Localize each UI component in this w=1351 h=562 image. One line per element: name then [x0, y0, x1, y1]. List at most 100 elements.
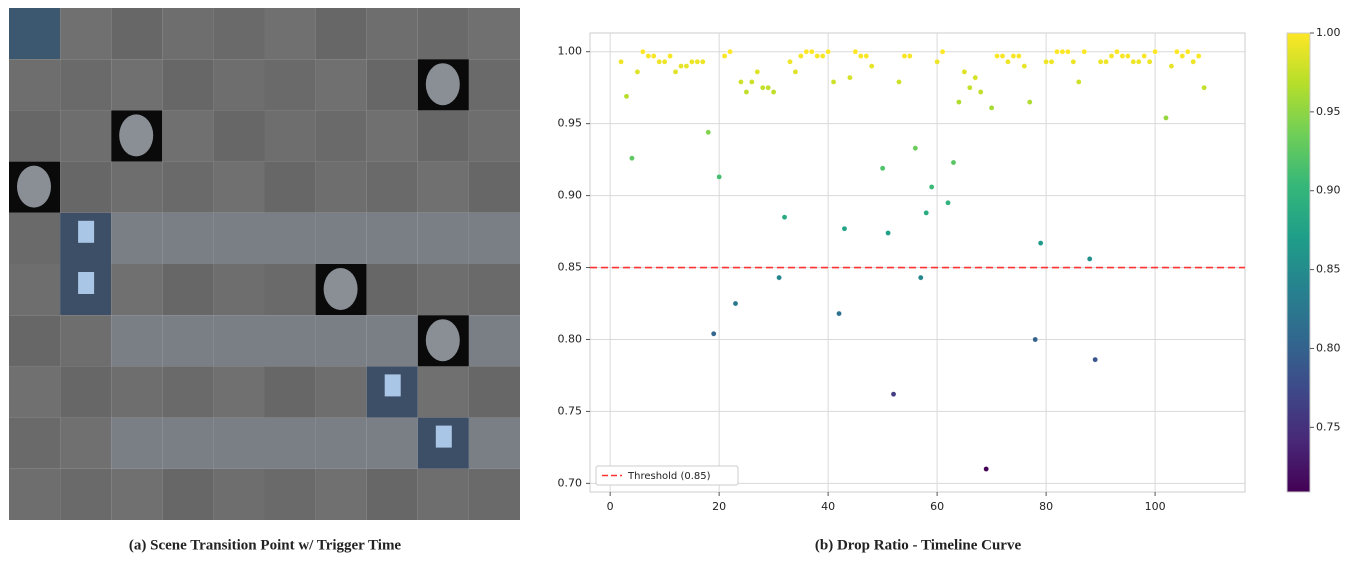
point	[689, 58, 695, 65]
frame-tile	[213, 212, 265, 264]
x-tick-label: 100	[1145, 500, 1166, 513]
point	[1184, 48, 1191, 55]
frame-tile	[366, 8, 418, 60]
frame-tile	[9, 59, 61, 111]
frame-tile	[315, 59, 367, 111]
frame-screen	[384, 374, 401, 397]
point	[1081, 48, 1088, 55]
frame-tile	[111, 59, 163, 111]
frame-tile	[60, 468, 112, 520]
frame-tile	[264, 264, 316, 316]
colorbar	[1286, 32, 1311, 493]
frame-tile	[315, 212, 367, 264]
point	[1010, 53, 1017, 59]
frame-tile	[264, 161, 316, 213]
colorbar-tick-label: 1.00	[1316, 26, 1341, 39]
frame-tile	[9, 110, 61, 162]
frame-tile	[60, 110, 112, 162]
frame-tile	[468, 417, 520, 469]
frame-tile	[162, 366, 214, 418]
frame-tile	[111, 315, 163, 367]
y-tick-label: 1.00	[558, 45, 583, 58]
frame-tile	[162, 212, 214, 264]
frame-tile	[213, 161, 265, 213]
point	[1021, 63, 1028, 69]
frame-tile	[213, 315, 265, 367]
point	[1059, 48, 1066, 55]
point	[716, 174, 722, 180]
frame-tile	[468, 59, 520, 111]
point	[1125, 53, 1131, 59]
point	[841, 225, 848, 232]
point	[672, 69, 679, 75]
point	[1119, 53, 1126, 59]
point	[1092, 356, 1098, 363]
frame-tile	[468, 212, 520, 264]
point	[721, 53, 728, 59]
frame-globe	[17, 165, 51, 208]
frame-tile	[264, 468, 316, 520]
point	[1108, 53, 1115, 59]
frame-tile	[111, 366, 163, 418]
point	[645, 53, 652, 59]
frame-tile	[366, 59, 418, 111]
frame-tile	[366, 212, 418, 264]
point	[988, 105, 995, 111]
point	[732, 300, 739, 307]
point	[765, 84, 771, 91]
point	[896, 79, 902, 85]
point	[770, 89, 777, 95]
point	[1146, 58, 1153, 65]
y-tick-label: 0.80	[558, 332, 583, 345]
frame-tile	[9, 315, 61, 367]
frame-tile	[162, 59, 214, 111]
frame-tile	[264, 212, 316, 264]
point	[907, 53, 913, 59]
point	[814, 53, 821, 59]
point	[956, 99, 962, 105]
frame-tile	[468, 366, 520, 418]
frame-tile	[417, 366, 469, 418]
frame-tile	[9, 417, 61, 469]
frame-globe	[119, 114, 154, 157]
frame-tile	[111, 212, 163, 264]
point	[928, 184, 935, 190]
point	[1174, 48, 1180, 55]
point	[847, 74, 853, 81]
frame-tile	[264, 110, 316, 162]
point	[917, 274, 924, 281]
frame-tile	[162, 264, 214, 316]
frame-tile	[60, 315, 112, 367]
frame-tile	[264, 417, 316, 469]
frame-tile	[162, 417, 214, 469]
point	[727, 48, 733, 55]
frame-globe	[425, 319, 460, 362]
point	[999, 53, 1006, 59]
frame-tile	[468, 315, 520, 367]
point	[901, 53, 908, 59]
point	[743, 89, 750, 95]
frame-tile	[315, 315, 367, 367]
x-tick-label: 0	[607, 500, 614, 513]
point	[830, 79, 837, 85]
colorbar-tick-label: 0.95	[1316, 105, 1341, 118]
point	[776, 274, 782, 281]
point	[1179, 53, 1186, 59]
frame-tile	[366, 468, 418, 520]
frame-screen	[435, 425, 452, 448]
frame-tile	[60, 366, 112, 418]
frame-tile	[366, 315, 418, 367]
frame-tile	[315, 468, 367, 520]
frame-tile	[111, 468, 163, 520]
point	[656, 58, 663, 65]
frame-tile	[162, 110, 214, 162]
frame-tile	[213, 366, 265, 418]
frame-tile	[417, 264, 469, 316]
point	[1026, 99, 1033, 105]
point	[1114, 48, 1120, 55]
point	[629, 155, 635, 161]
frame-tile	[9, 212, 61, 264]
point	[710, 330, 717, 337]
frame-tile	[162, 468, 214, 520]
